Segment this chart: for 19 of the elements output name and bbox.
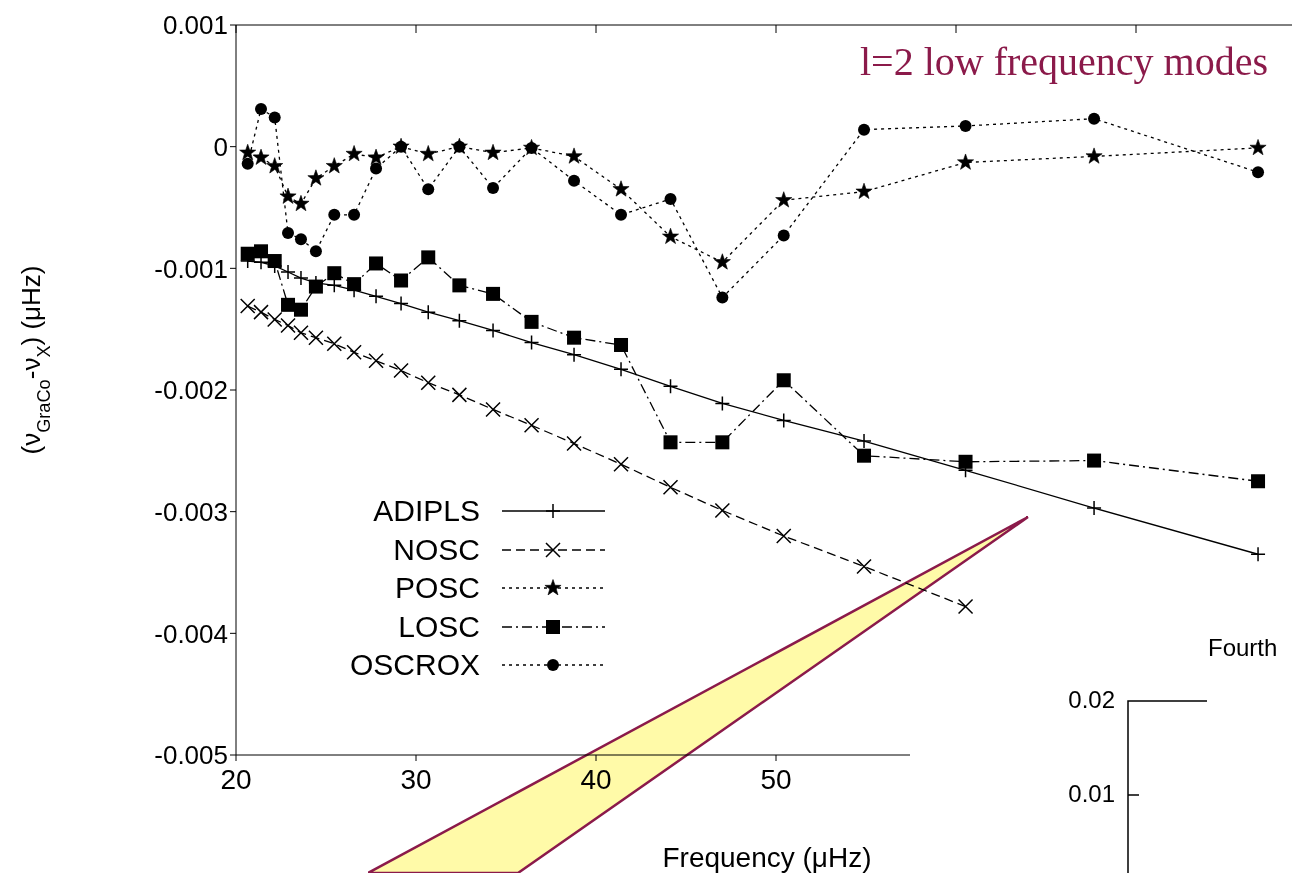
y-tick-label: 0.001 [162, 10, 228, 41]
y-tick-label: -0.002 [154, 375, 228, 406]
text: Fourth [1208, 634, 1278, 662]
x-tick-label: 50 [760, 763, 792, 795]
y-tick-label: 0 [213, 131, 228, 162]
chart-title: l=2 low frequency modes [859, 38, 1268, 85]
legend-label: OSCROX [348, 647, 480, 684]
x-tick-label: 30 [400, 763, 432, 795]
y-tick-label: -0.004 [154, 618, 228, 649]
text: 0.01 [1068, 780, 1115, 808]
x-axis-title: Frequency (μHz) [662, 842, 872, 873]
annotation: 0.02 [1068, 686, 1115, 714]
legend-label: LOSC [397, 608, 480, 645]
legend-label: ADIPLS [372, 493, 480, 530]
legend-label: POSC [393, 570, 480, 607]
x-tick-label: 40 [580, 763, 612, 795]
y-tick-label: -0.001 [154, 253, 228, 284]
legend-label: NOSC [392, 531, 480, 568]
y-tick-label: -0.003 [154, 496, 228, 527]
